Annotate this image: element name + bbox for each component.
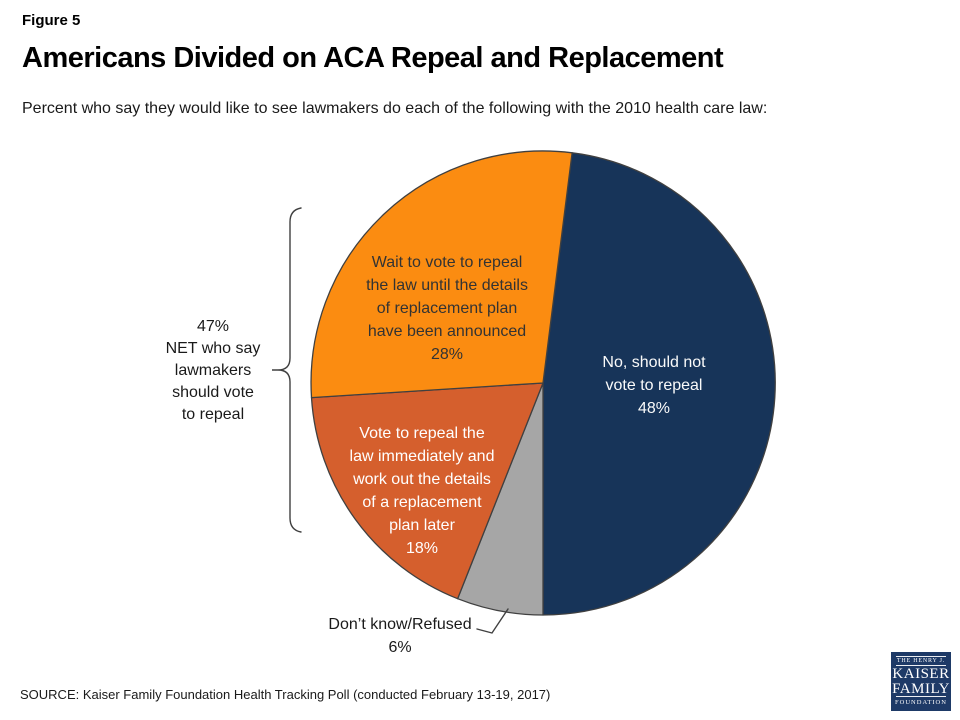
logo-rule-under-top (896, 665, 946, 666)
net-repeal-annotation: 47% NET who say lawmakers should vote to… (165, 318, 261, 423)
pie-slice-0 (542, 152, 776, 616)
logo-line-foundation: FOUNDATION (895, 699, 947, 706)
pie-slices-group (310, 150, 776, 616)
logo-rule-bottom (896, 696, 946, 697)
page-title: Americans Divided on ACA Repeal and Repl… (22, 42, 724, 74)
logo-line-kaiser: KAISER (892, 666, 950, 682)
logo-line-henry-j: THE HENRY J. (896, 658, 946, 664)
logo-line-family: FAMILY (892, 681, 950, 697)
net-bracket (272, 207, 302, 533)
figure-label: Figure 5 (22, 12, 81, 29)
chart-subtitle: Percent who say they would like to see l… (22, 100, 768, 117)
kaiser-family-foundation-logo: THE HENRY J. KAISER FAMILY FOUNDATION (891, 652, 951, 711)
source-note: SOURCE: Kaiser Family Foundation Health … (20, 687, 551, 702)
logo-rule-top (896, 656, 946, 657)
dont-know-leader-line (476, 608, 509, 634)
pie-slice-2 (310, 382, 544, 600)
pie-slice-3 (310, 150, 573, 399)
